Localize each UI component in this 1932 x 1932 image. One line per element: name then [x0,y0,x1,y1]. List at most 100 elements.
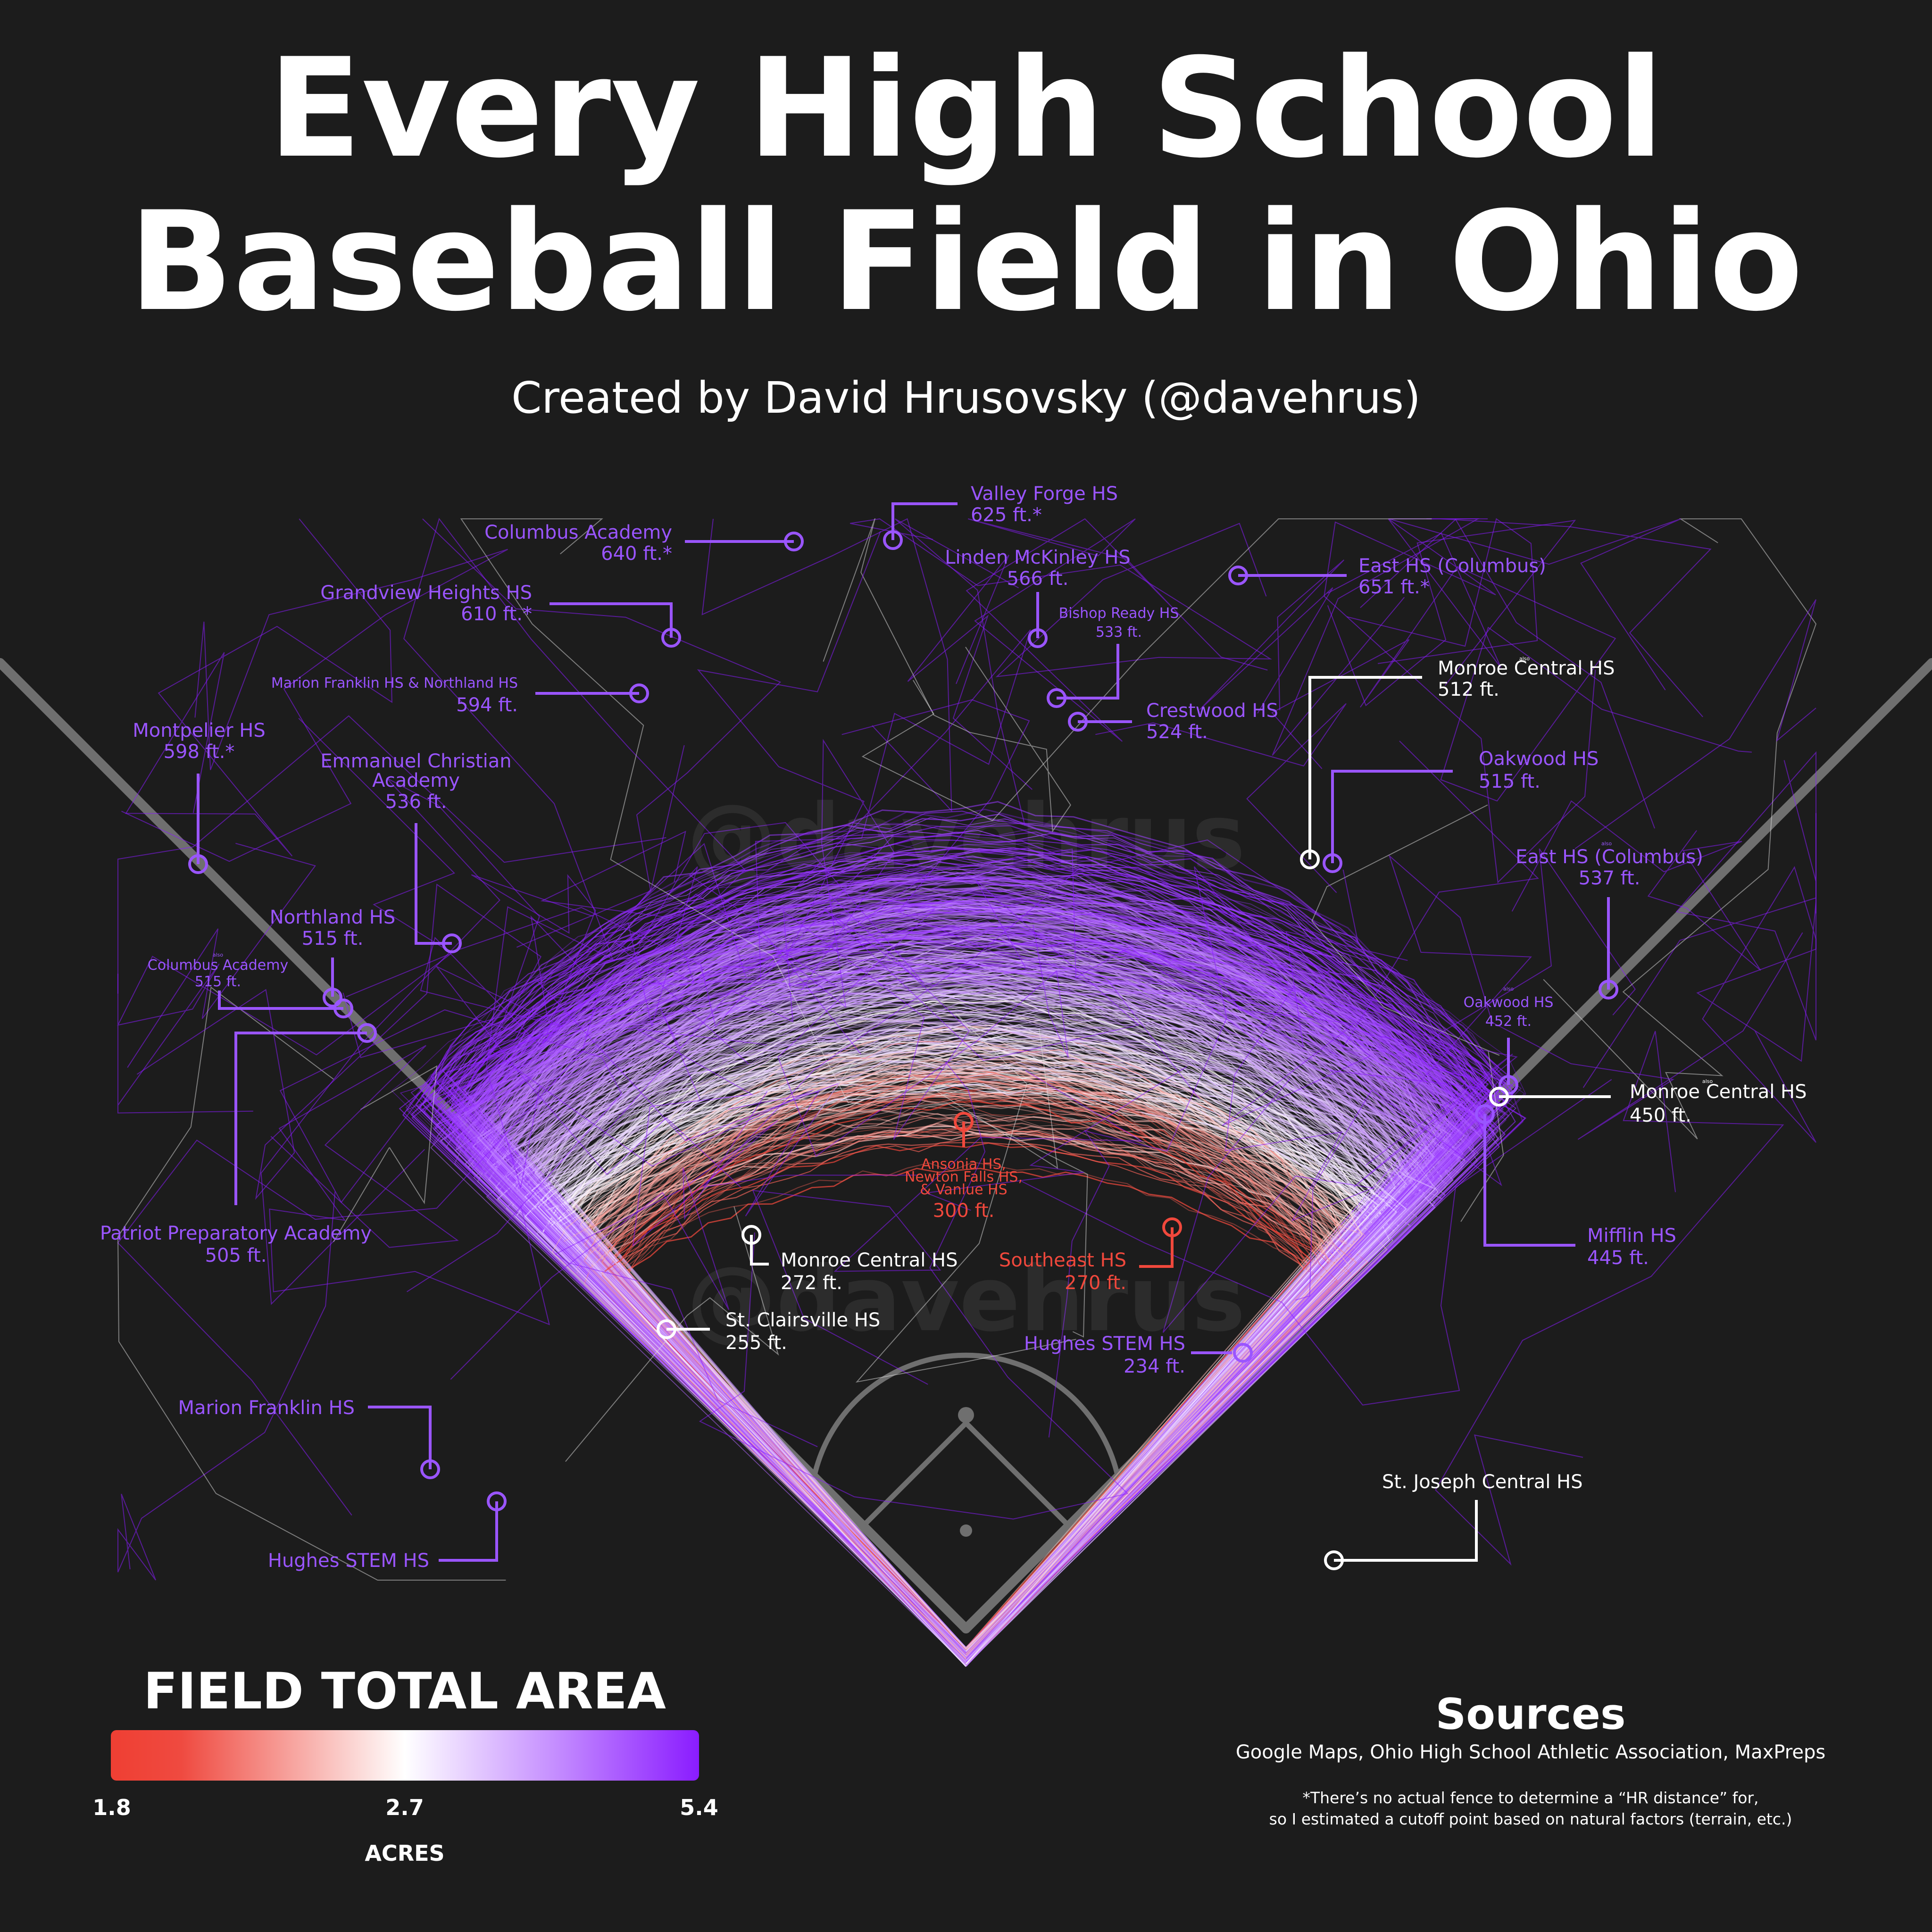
field-outline [449,872,1486,1659]
field-outline [487,976,1457,1656]
irregular-outline [1696,813,1816,1143]
annotation-montpelier: Montpelier HS 598 ft.* [133,720,266,874]
field-outline [601,1092,1348,1656]
irregular-outline [841,699,1200,1099]
leader-line [439,1501,498,1562]
marker [741,1225,761,1245]
label-distance: 515 ft. [302,928,364,949]
field-outline [422,801,1500,1660]
irregular-outline [1095,703,1347,893]
irregular-outline [1360,518,1655,829]
field-outline [424,808,1524,1654]
field-outline [520,936,1422,1662]
field-outline [605,1101,1342,1661]
irregular-outline [554,1028,818,1448]
field-outline [496,991,1437,1665]
legend-tick-min: 1.8 [92,1795,131,1820]
marker [661,628,681,648]
field-outline [583,1074,1359,1662]
irregular-outline [1199,559,1345,714]
label-name: Grandview Heights HS [320,582,532,604]
label-name: Columbus Academy [484,522,672,543]
irregular-outline [1388,854,1803,1140]
label-distance: 300 ft. [933,1200,995,1222]
field-outline [558,1086,1372,1664]
field-outline [514,1019,1436,1666]
leader-line [415,823,452,945]
field-outline [468,904,1474,1659]
field-outline [431,842,1504,1667]
field-outline [481,988,1451,1666]
label-note: also [213,952,224,958]
field-outline [604,1126,1340,1665]
field-outline [505,970,1439,1663]
marker [1323,853,1342,873]
field-outline [491,974,1435,1662]
label-distance: 515 ft. [1479,771,1541,792]
annotation-marion-franklin: Marion Franklin HS [178,1397,440,1479]
irregular-outline [615,931,749,1065]
field-outline [589,1123,1332,1655]
field-outline [551,985,1375,1667]
field-outline [486,906,1434,1667]
label-distance: 536 ft. [385,791,447,813]
sources-list: Google Maps, Ohio High School Athletic A… [1236,1741,1825,1763]
irregular-field-outlines [117,517,1817,1581]
irregular-outline [1574,599,1816,849]
watermark-upper: @davehrus [687,785,1245,889]
field-outline [457,868,1489,1655]
field-outline [595,1074,1338,1660]
label-name: East HS (Columbus) [1358,555,1546,577]
irregular-outline [1271,566,1752,802]
irregular-outline [420,937,741,1188]
field-outline [449,817,1493,1659]
label-distance: 640 ft.* [601,543,672,565]
sources: Sources Google Maps, Ohio High School At… [1236,1690,1825,1828]
annotation-grandview-heights: Grandview Heights HS 610 ft.* [320,582,681,648]
label-distance: 610 ft.* [461,603,532,625]
field-outline [450,830,1490,1663]
field-outline [556,1065,1391,1660]
leader-line [234,1032,367,1205]
irregular-outline [777,908,1069,1157]
label-distance: 505 ft. [205,1245,267,1266]
label-note: also [1702,1078,1713,1084]
annotation-east-hs-537: also East HS (Columbus) 537 ft. [1516,841,1703,999]
irregular-outline [558,843,862,1055]
label-name: Linden McKinley HS [945,547,1131,568]
annotation-bishop-ready: Bishop Ready HS 533 ft. [1047,605,1179,708]
field-outline [490,978,1429,1652]
field-outline [445,867,1506,1666]
field-outline [423,823,1499,1661]
footnote-line-2: so I estimated a cutoff point based on n… [1269,1810,1792,1828]
irregular-outline [127,842,316,1068]
label-note: also [1519,656,1530,662]
irregular-outline [823,518,1071,833]
label-name: Monroe Central HS [781,1249,958,1271]
leader-line [1334,1500,1478,1562]
field-outline [582,1125,1364,1666]
label-name: Montpelier HS [133,720,265,741]
field-outline [475,867,1446,1666]
annotation-st-clairsville: St. Clairsville HS 255 ft. [657,1309,880,1354]
leader-line [1308,676,1422,859]
label-name: Columbus Academy [148,957,288,974]
irregular-outline [601,894,970,1140]
second-base [958,1407,974,1423]
field-outline [509,1016,1419,1664]
label-distance: 533 ft. [1096,624,1142,641]
label-distance: 594 ft. [456,694,518,716]
irregular-outline [117,1191,336,1581]
leader-line [1139,1227,1174,1268]
field-outline [440,835,1482,1666]
field-outline [561,1042,1388,1664]
label-name: St. Joseph Central HS [1382,1471,1583,1493]
irregular-outline [816,1041,1088,1338]
field-outline [529,990,1408,1663]
marker [1028,628,1048,648]
field-outline [437,874,1496,1651]
irregular-outline [565,1206,779,1462]
label-note: also [1601,841,1612,847]
footnote-line-1: *There’s no actual fence to determine a … [1302,1789,1758,1807]
legend-title: FIELD TOTAL AREA [143,1662,666,1720]
